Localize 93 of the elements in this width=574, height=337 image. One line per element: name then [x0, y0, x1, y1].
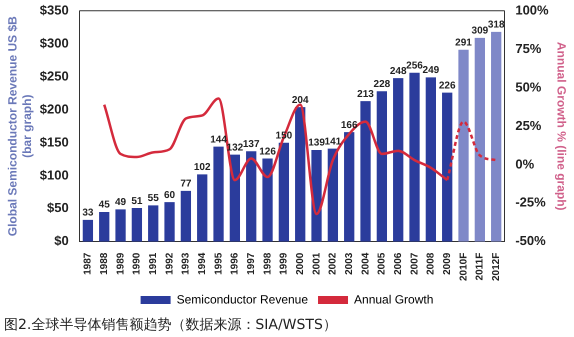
bar [197, 174, 208, 242]
data-label: 226 [438, 80, 456, 92]
x-tick-label: 2007 [409, 252, 420, 275]
bar [132, 208, 142, 242]
x-tick-label: 1998 [262, 252, 274, 275]
y2-tick-label: -50% [515, 233, 546, 248]
y-tick-label: $50 [47, 200, 69, 216]
bar [115, 209, 126, 242]
y-tick-label: $0 [54, 233, 69, 248]
x-tick-label: 2002 [328, 252, 339, 275]
y2-tick-label: 25% [515, 118, 542, 133]
data-label: 309 [472, 26, 489, 37]
x-tick-label: 1987 [82, 252, 94, 275]
bar [213, 146, 224, 242]
data-label: 51 [131, 196, 143, 207]
x-tick-label: 1990 [132, 252, 143, 275]
bar [82, 220, 94, 242]
y-tick-label: $350 [40, 2, 69, 18]
y-tick-label: $250 [40, 68, 69, 84]
y-tick-label: $300 [40, 35, 69, 50]
x-tick-label: 2005 [376, 252, 388, 275]
x-tick-label: 2010F [458, 252, 470, 282]
x-tick-label: 2011F [474, 252, 486, 280]
x-tick-label: 1999 [278, 252, 290, 275]
data-label: 248 [390, 66, 407, 77]
data-label: 166 [340, 120, 358, 131]
y2-axis-title: Annual Growth % (line graph) [554, 42, 568, 211]
legend-label: Annual Growth [354, 292, 434, 306]
bar [458, 50, 469, 242]
data-label: 139 [308, 138, 326, 149]
y-tick-label: $100 [40, 167, 69, 182]
x-tick-label: 2009 [442, 252, 453, 275]
x-tick-label: 1992 [164, 252, 176, 275]
data-label: 77 [180, 178, 192, 190]
bar [278, 142, 290, 242]
x-tick-label: 1996 [230, 252, 241, 275]
data-label: 45 [98, 200, 110, 211]
bar [409, 72, 420, 242]
data-label: 102 [194, 162, 211, 174]
bar [246, 151, 256, 242]
data-label: 55 [148, 193, 160, 204]
x-tick-label: 2008 [426, 252, 437, 275]
x-tick-label: 2003 [344, 252, 355, 275]
x-tick-label: 2000 [294, 252, 306, 275]
bar [148, 205, 158, 242]
data-label: 141 [324, 136, 342, 148]
y2-tick-label: 0% [515, 156, 535, 172]
data-label: 249 [422, 65, 440, 76]
x-tick-label: 2004 [360, 252, 372, 275]
data-label: 49 [114, 197, 127, 208]
data-label: 291 [455, 37, 472, 48]
x-tick-label: 1995 [213, 252, 224, 275]
x-tick-label: 2006 [392, 252, 404, 275]
x-tick-label: 2001 [311, 252, 322, 275]
y2-tick-label: 75% [515, 40, 542, 56]
y-tick-label: $200 [40, 101, 69, 116]
bar [474, 38, 485, 242]
data-label: 60 [164, 190, 176, 201]
bar [491, 32, 502, 242]
bar [442, 92, 452, 242]
y2-tick-label: 50% [515, 79, 542, 94]
data-label: 213 [357, 88, 374, 100]
bar [295, 107, 306, 242]
bar [164, 202, 175, 242]
y-axis-title: Global Semiconductor Revenue US $B (bar graph) [6, 16, 34, 236]
bar [99, 212, 110, 242]
bar [344, 132, 354, 242]
data-label: 137 [242, 139, 260, 150]
data-label: 204 [292, 94, 309, 106]
x-tick-label: 1997 [246, 252, 257, 275]
y2-tick-label: -25% [515, 194, 546, 210]
x-tick-label: 1993 [180, 252, 192, 275]
y2-tick-label: 100% [515, 2, 550, 18]
bar [262, 158, 273, 242]
data-label: 256 [406, 60, 424, 72]
data-label: 228 [374, 79, 391, 90]
bar [393, 78, 404, 242]
y-tick-label: $150 [40, 134, 69, 150]
bar [180, 190, 192, 242]
x-tick-label: 2012F [490, 252, 502, 282]
data-label: 126 [259, 146, 276, 158]
x-tick-label: 1994 [196, 252, 208, 275]
bar [360, 101, 371, 242]
bar [230, 154, 240, 242]
data-label: 33 [82, 208, 94, 219]
caption: 图2.全球半导体销售额趋势（数据来源：SIA/WSTS） [3, 316, 338, 334]
bar [328, 148, 338, 242]
bar [376, 91, 388, 242]
bar [426, 77, 436, 242]
x-tick-label: 1988 [98, 252, 110, 275]
x-tick-label: 1991 [148, 252, 159, 275]
x-tick-label: 1989 [115, 252, 126, 275]
legend-label: Semiconductor Revenue [176, 292, 308, 306]
